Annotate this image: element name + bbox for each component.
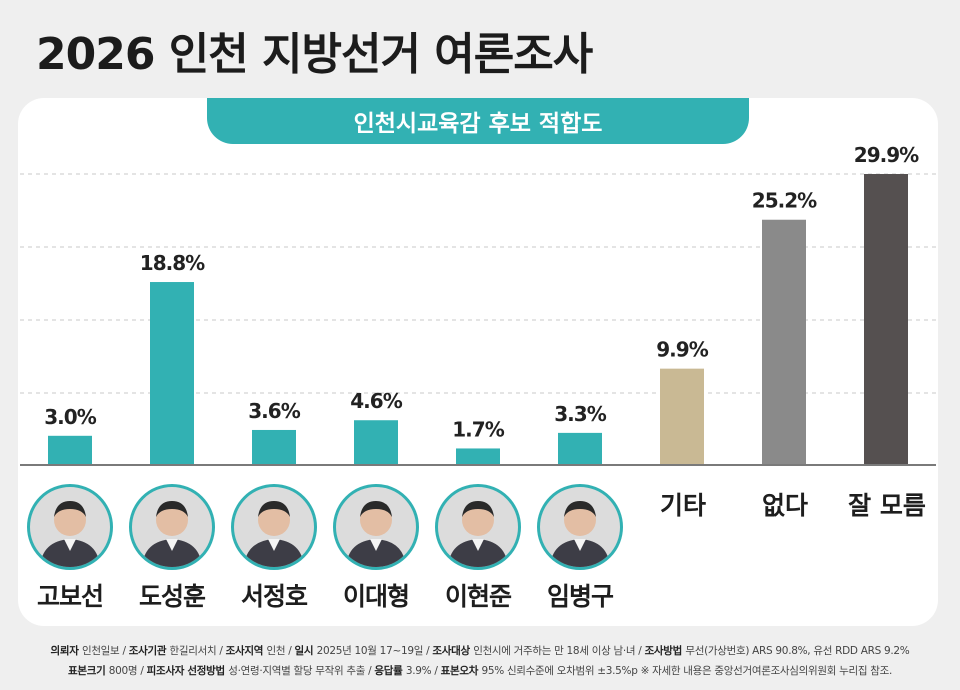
candidate-card: 임병구 — [528, 484, 632, 613]
candidate-name: 임병구 — [546, 582, 614, 611]
candidate-photo — [435, 484, 521, 570]
data-label: 25.2% — [752, 189, 817, 213]
info-value: 한길리서치 — [169, 645, 217, 657]
candidate-name: 이현준 — [444, 582, 512, 611]
data-label: 18.8% — [140, 251, 205, 275]
info-value: 800명 — [108, 665, 138, 677]
bar — [762, 219, 806, 465]
data-label: 3.3% — [554, 402, 606, 426]
separator: / — [431, 665, 441, 677]
data-label: 3.0% — [44, 405, 96, 429]
data-label: 1.7% — [452, 417, 504, 441]
separator: / — [216, 645, 226, 657]
info-value: 인천 — [266, 645, 286, 657]
candidate-card: 고보선 — [18, 484, 122, 613]
candidate-name: 서정호 — [240, 582, 308, 611]
candidate-name: 이대형 — [342, 582, 410, 611]
data-label: 3.6% — [248, 399, 300, 423]
info-value: 2025년 10월 17~19일 — [316, 645, 424, 657]
bar — [252, 429, 296, 465]
person-icon — [448, 501, 508, 567]
separator: / — [119, 645, 129, 657]
category-label-none: 없다 — [761, 491, 808, 520]
info-key: 조사기관 — [128, 645, 170, 657]
data-label: 9.9% — [656, 338, 708, 362]
person-icon — [346, 501, 406, 567]
separator: / — [365, 665, 375, 677]
candidate-photo — [231, 484, 317, 570]
info-value: 인천시에 거주하는 만 18세 이상 남·녀 — [473, 645, 636, 657]
bar — [150, 282, 194, 465]
candidate-name: 도성훈 — [138, 582, 206, 611]
info-value: 인천일보 — [81, 645, 120, 657]
bar — [456, 448, 500, 465]
candidate-card: 이현준 — [426, 484, 530, 613]
bar — [864, 174, 908, 465]
info-value: 무선(가상번호) ARS 90.8%, 유선 RDD ARS 9.2% — [685, 645, 910, 657]
separator: / — [137, 665, 147, 677]
page-title: 2026 인천 지방선거 여론조사 — [36, 29, 593, 80]
candidate-photo — [537, 484, 623, 570]
survey-info-line-1: 의뢰자 인천일보 / 조사기관 한길리서치 / 조사지역 인천 / 일시 202… — [0, 643, 960, 658]
candidate-card: 도성훈 — [120, 484, 224, 613]
info-key: 피조사자 선정방법 — [146, 665, 229, 677]
info-key: 조사방법 — [644, 645, 686, 657]
separator: / — [285, 645, 295, 657]
info-key: 일시 — [294, 645, 317, 657]
survey-info-line-2: 표본크기 800명 / 피조사자 선정방법 성·연령·지역별 할당 무작위 추출… — [0, 663, 960, 678]
separator: / — [423, 645, 433, 657]
person-icon — [40, 501, 100, 567]
bar — [48, 435, 92, 465]
info-key: 조사대상 — [432, 645, 474, 657]
info-key: 의뢰자 — [50, 645, 82, 657]
person-icon — [142, 501, 202, 567]
bar — [354, 420, 398, 465]
category-label-other: 기타 — [659, 491, 706, 520]
person-icon — [244, 501, 304, 567]
bar — [558, 432, 602, 465]
bar — [660, 368, 704, 465]
info-key: 표본오차 — [440, 665, 482, 677]
chart-title: 인천시교육감 후보 적합도 — [207, 98, 749, 144]
info-value: 95% 신뢰수준에 오차범위 ±3.5%p — [481, 665, 638, 677]
info-value: 성·연령·지역별 할당 무작위 추출 — [228, 665, 366, 677]
info-key: 표본크기 — [67, 665, 109, 677]
separator: / — [635, 645, 645, 657]
candidate-name: 고보선 — [36, 582, 104, 611]
info-key: 조사지역 — [225, 645, 267, 657]
data-label: 4.6% — [350, 389, 402, 413]
person-icon — [550, 501, 610, 567]
candidate-photo — [129, 484, 215, 570]
info-value: 3.9% — [405, 665, 432, 677]
candidate-card: 이대형 — [324, 484, 428, 613]
info-note: ※ 자세한 내용은 중앙선거여론조사심의위원회 누리집 참조. — [637, 665, 893, 677]
candidate-photo — [333, 484, 419, 570]
candidate-photo — [27, 484, 113, 570]
info-key: 응답률 — [374, 665, 406, 677]
candidate-card: 서정호 — [222, 484, 326, 613]
data-label: 29.9% — [854, 143, 919, 167]
category-label-unsure: 잘 모름 — [848, 491, 926, 520]
